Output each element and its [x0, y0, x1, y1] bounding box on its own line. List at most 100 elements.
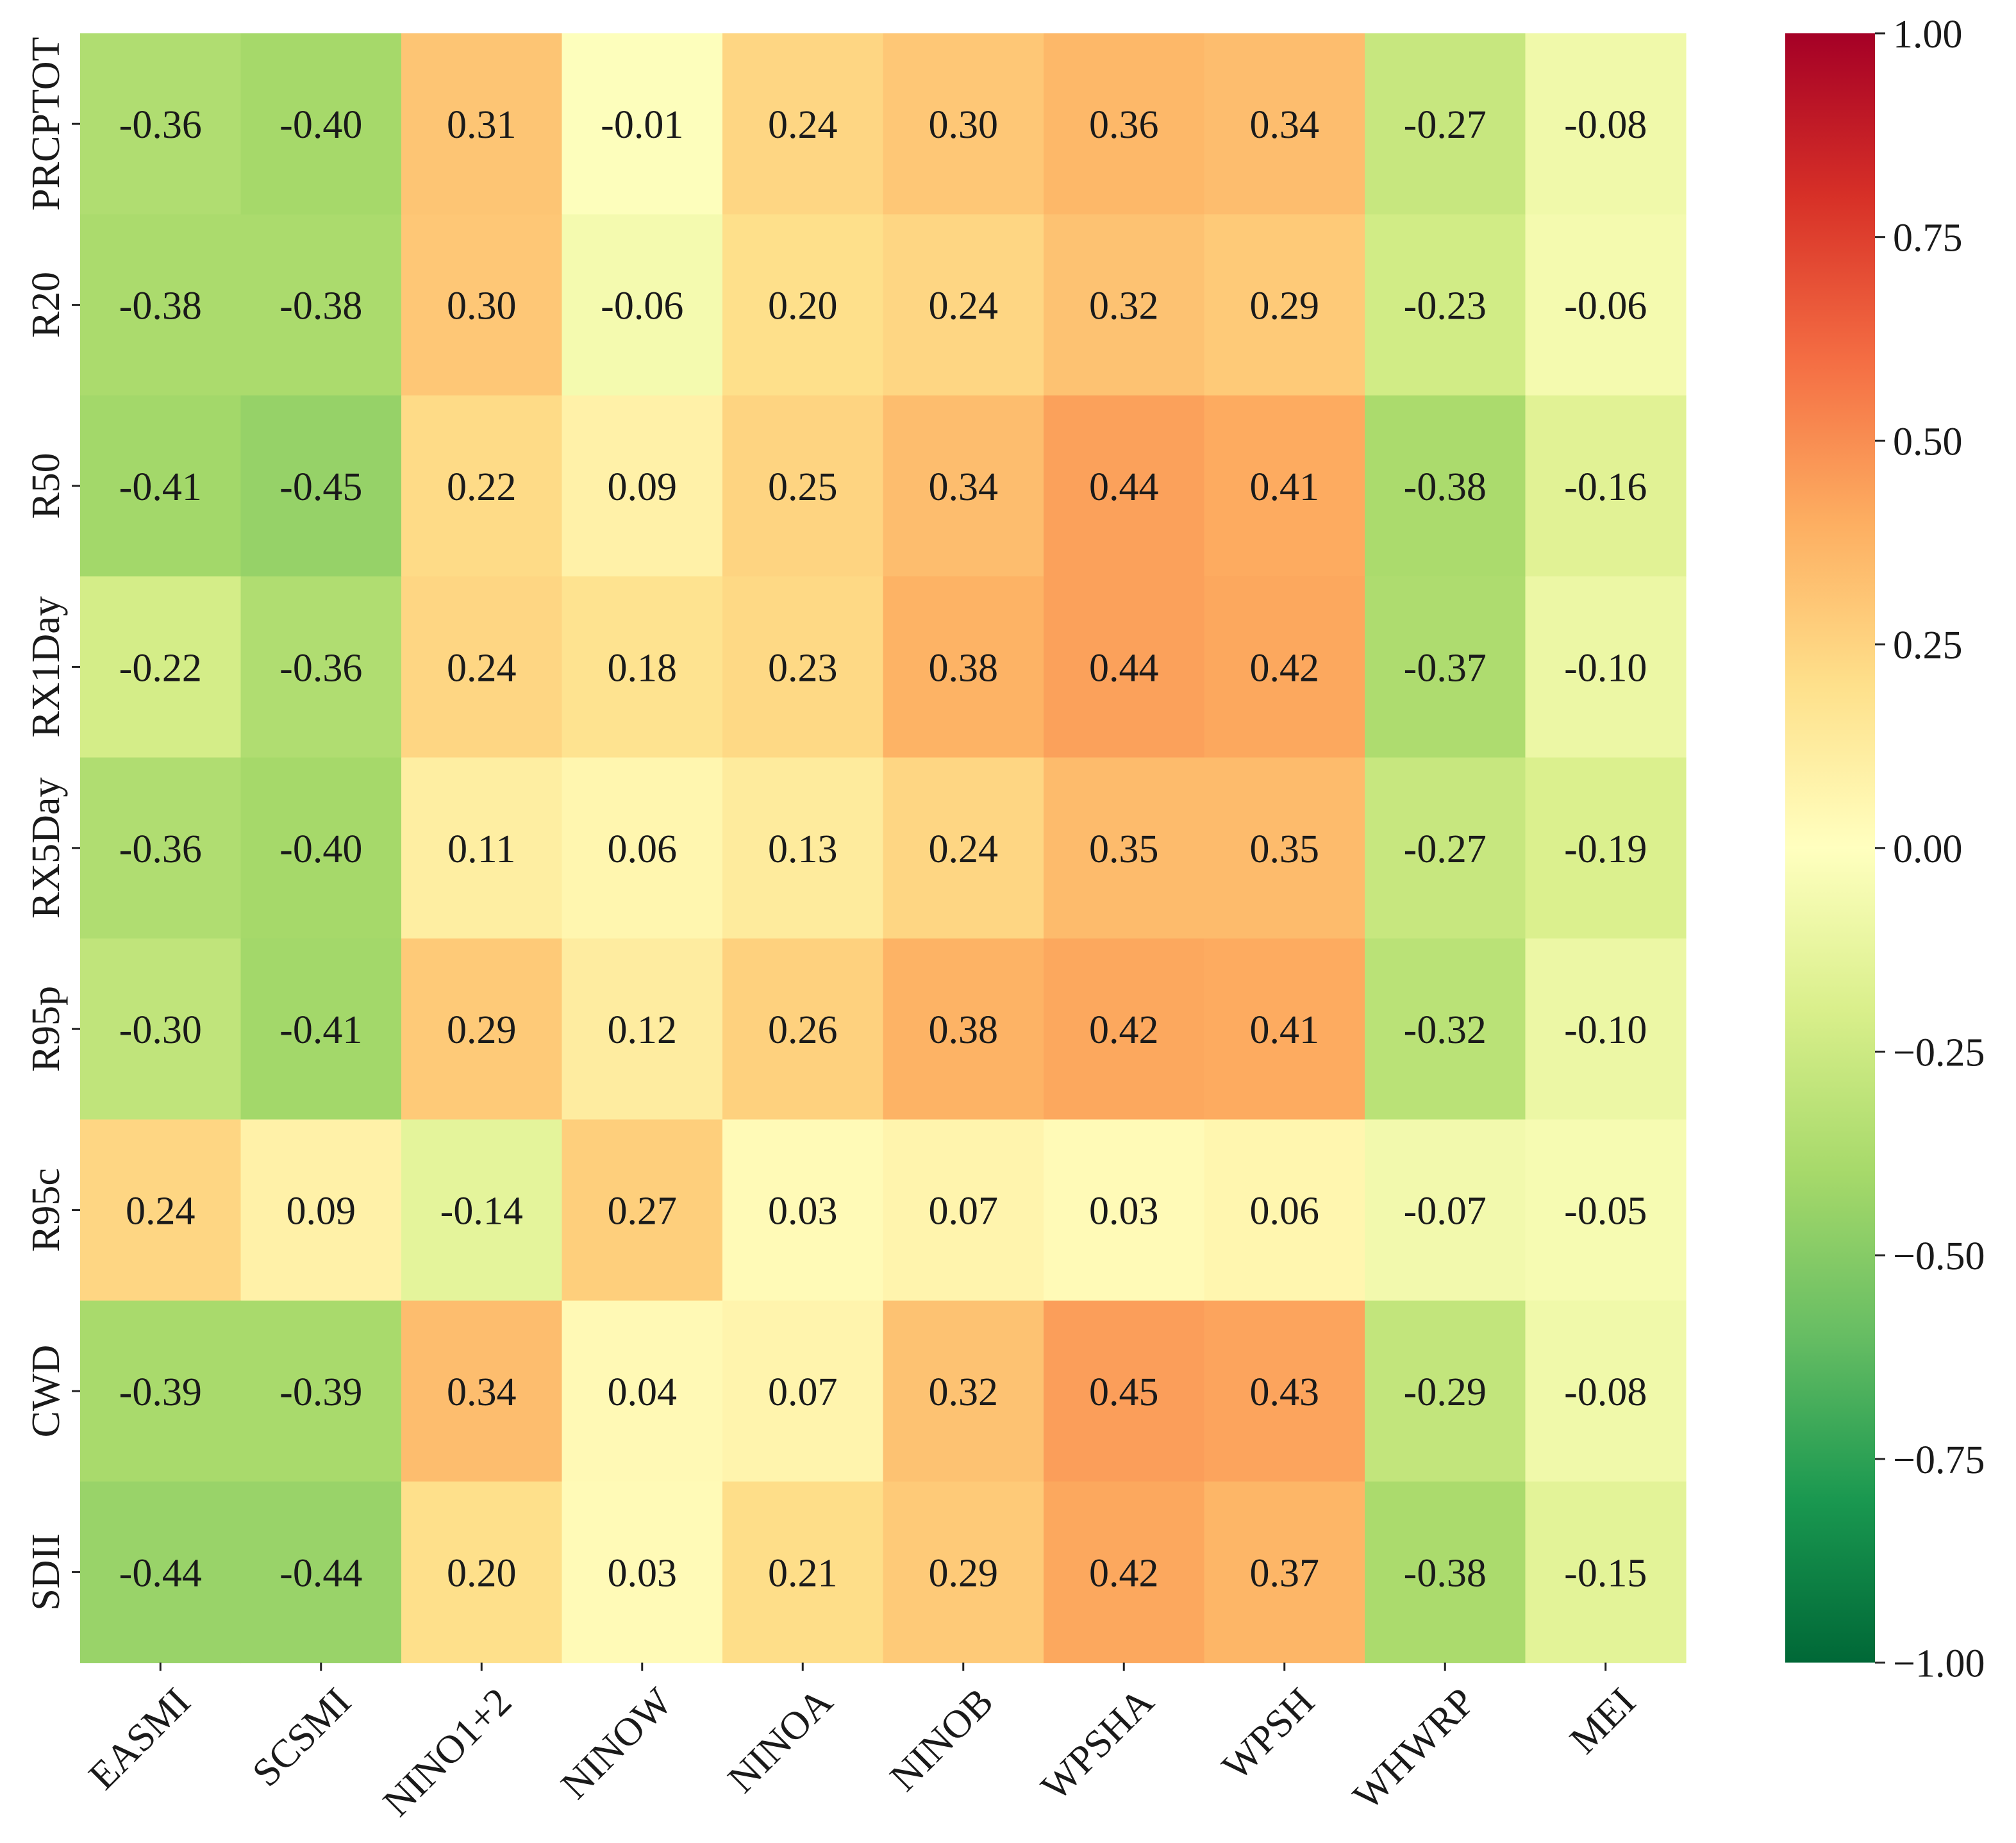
cell-value-label: 0.34 — [929, 465, 999, 509]
heatmap-cell-RX5Day-MEI — [1525, 757, 1687, 939]
cell-value-label: 0.09 — [608, 465, 678, 509]
cell-value-label: 0.36 — [1089, 103, 1159, 147]
heatmap-cell-RX1Day-WHWRP — [1365, 576, 1526, 758]
heatmap-cell-RX5Day-NINOA — [722, 757, 884, 939]
cell-value-label: -0.32 — [1404, 1008, 1487, 1052]
colorbar-tick-label: −0.50 — [1893, 1235, 1985, 1278]
heatmap-cell-R50-WPSHA — [1044, 395, 1205, 577]
heatmap-cell-R95c-SCSMI — [240, 1119, 402, 1301]
heatmap-cell-R20-SCSMI — [240, 214, 402, 396]
y-tick-label: R95p — [24, 986, 68, 1072]
cell-value-label: -0.44 — [279, 1551, 362, 1595]
x-tick-label: SCSMI — [244, 1680, 360, 1795]
heatmap-cell-R20-NINO1+2 — [401, 214, 563, 396]
cell-value-label: -0.36 — [279, 646, 362, 690]
heatmap-cell-RX5Day-NINOB — [883, 757, 1044, 939]
heatmap-cell-PRCPTOT-MEI — [1525, 33, 1687, 215]
cell-value-label: -0.14 — [440, 1190, 523, 1233]
heatmap-cell-R95c-NINOB — [883, 1119, 1044, 1301]
heatmap-cell-R95p-WPSH — [1204, 938, 1365, 1120]
colorbar-tick-label: 0.75 — [1893, 217, 1963, 260]
y-tick-label: RX1Day — [24, 596, 68, 737]
heatmap-cell-R20-WPSH — [1204, 214, 1365, 396]
cell-value-label: -0.30 — [119, 1008, 202, 1052]
colorbar — [1785, 33, 1875, 1663]
heatmap-cell-SDII-EASMI — [80, 1481, 242, 1664]
colorbar-tick-label: −0.25 — [1893, 1031, 1985, 1075]
x-tick-label: NINOB — [882, 1680, 1002, 1799]
heatmap-cell-R50-MEI — [1525, 395, 1687, 577]
cell-value-label: 0.32 — [929, 1371, 999, 1414]
heatmap-cell-SDII-NINOA — [722, 1481, 884, 1664]
cell-value-label: 0.24 — [768, 103, 838, 147]
heatmap-cell-PRCPTOT-WPSH — [1204, 33, 1365, 215]
cell-value-label: 0.24 — [126, 1190, 196, 1233]
cell-value-label: -0.37 — [1404, 646, 1487, 690]
colorbar-tick-label: 0.50 — [1893, 420, 1963, 463]
heatmap-cell-R50-NINOW — [562, 395, 723, 577]
heatmap-cell-PRCPTOT-WPSHA — [1044, 33, 1205, 215]
cell-value-label: 0.30 — [929, 103, 999, 147]
cell-value-label: -0.40 — [279, 828, 362, 871]
cell-value-label: 0.29 — [1250, 285, 1320, 328]
heatmap-cell-CWD-NINOA — [722, 1300, 884, 1482]
heatmap-cell-R50-NINOA — [722, 395, 884, 577]
heatmap-cell-RX1Day-NINO1+2 — [401, 576, 563, 758]
cell-value-label: -0.38 — [1404, 1551, 1487, 1595]
cell-value-label: -0.10 — [1564, 646, 1647, 690]
heatmap-cell-R50-NINO1+2 — [401, 395, 563, 577]
heatmap-cell-R95p-MEI — [1525, 938, 1687, 1120]
cell-value-label: 0.34 — [447, 1371, 517, 1414]
heatmap-cell-SDII-WPSH — [1204, 1481, 1365, 1664]
cell-value-label: 0.24 — [929, 828, 999, 871]
cell-value-label: -0.41 — [119, 465, 202, 509]
heatmap-cell-CWD-MEI — [1525, 1300, 1687, 1482]
x-tick-label: NINO1+2 — [375, 1680, 520, 1824]
heatmap-cell-R95c-MEI — [1525, 1119, 1687, 1301]
cell-value-label: -0.29 — [1404, 1371, 1487, 1414]
heatmap-cell-PRCPTOT-NINOW — [562, 33, 723, 215]
heatmap-cell-PRCPTOT-NINOA — [722, 33, 884, 215]
heatmap-cell-R50-WHWRP — [1365, 395, 1526, 577]
cell-value-label: 0.20 — [447, 1551, 517, 1595]
heatmap-cell-R20-EASMI — [80, 214, 242, 396]
heatmap-cell-R95p-EASMI — [80, 938, 242, 1120]
heatmap-cell-R20-WPSHA — [1044, 214, 1205, 396]
heatmap-cell-CWD-NINO1+2 — [401, 1300, 563, 1482]
heatmap-cell-RX5Day-WPSHA — [1044, 757, 1205, 939]
heatmap-cell-RX1Day-NINOA — [722, 576, 884, 758]
y-tick-label: PRCPTOT — [24, 37, 68, 211]
cell-value-label: 0.45 — [1089, 1371, 1159, 1414]
y-tick-label: SDII — [24, 1533, 68, 1611]
cell-value-label: 0.44 — [1089, 465, 1159, 509]
cell-value-label: 0.06 — [1250, 1190, 1320, 1233]
cell-value-label: 0.38 — [929, 646, 999, 690]
heatmap-cell-R95p-SCSMI — [240, 938, 402, 1120]
heatmap-cell-R20-NINOB — [883, 214, 1044, 396]
cell-value-label: 0.25 — [768, 465, 838, 509]
heatmap-cell-CWD-NINOB — [883, 1300, 1044, 1482]
heatmap-cell-R95p-NINOA — [722, 938, 884, 1120]
y-tick-label: CWD — [24, 1345, 68, 1438]
heatmap-cell-R95c-WHWRP — [1365, 1119, 1526, 1301]
cell-value-label: -0.08 — [1564, 1371, 1647, 1414]
cell-value-label: 0.42 — [1250, 646, 1320, 690]
x-tick-label: WPSH — [1214, 1680, 1323, 1789]
heatmap-cell-R95c-NINOA — [722, 1119, 884, 1301]
heatmap-cell-RX1Day-EASMI — [80, 576, 242, 758]
x-tick-label: EASMI — [81, 1680, 199, 1797]
heatmap-cell-CWD-NINOW — [562, 1300, 723, 1482]
heatmap-cell-SDII-NINOB — [883, 1481, 1044, 1664]
cell-value-label: -0.06 — [1564, 285, 1647, 328]
heatmap-cell-SDII-NINOW — [562, 1481, 723, 1664]
cell-value-label: 0.24 — [447, 646, 517, 690]
cell-value-label: -0.38 — [279, 285, 362, 328]
heatmap-cell-CWD-SCSMI — [240, 1300, 402, 1482]
cell-value-label: -0.38 — [1404, 465, 1487, 509]
heatmap-cell-R20-MEI — [1525, 214, 1687, 396]
heatmap-cell-RX5Day-EASMI — [80, 757, 242, 939]
heatmap-cell-RX1Day-NINOW — [562, 576, 723, 758]
cell-value-label: -0.06 — [601, 285, 683, 328]
x-tick-label: NINOW — [553, 1680, 681, 1807]
cell-value-label: 0.04 — [608, 1371, 678, 1414]
